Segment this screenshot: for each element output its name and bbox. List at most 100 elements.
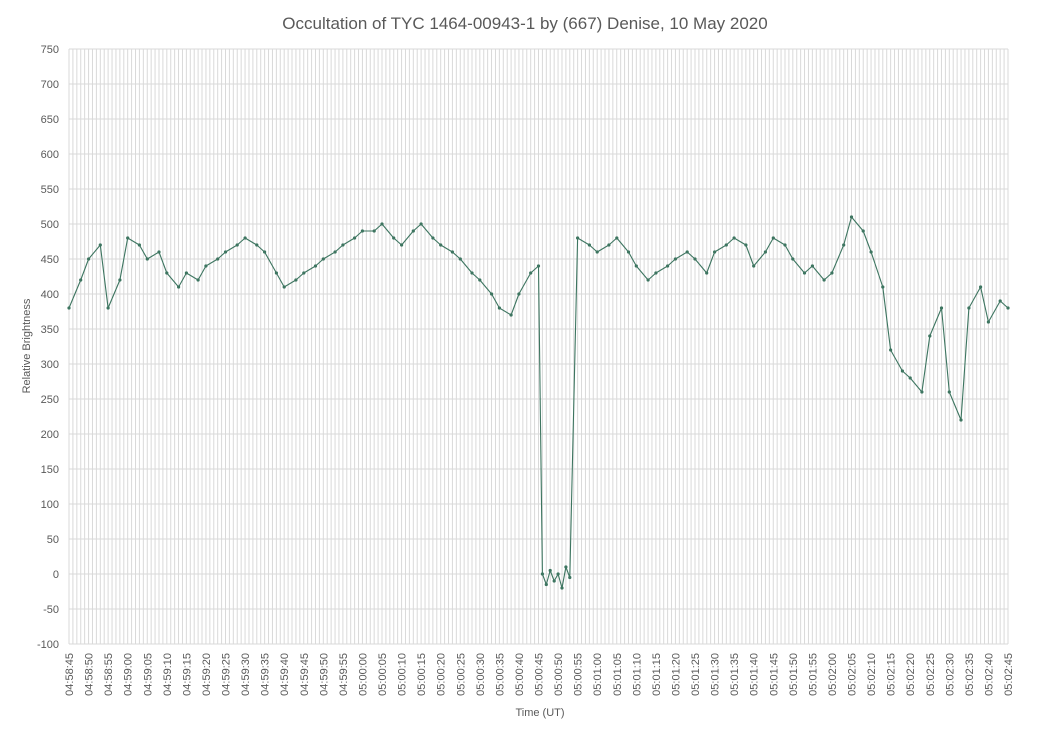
data-point (98, 243, 102, 247)
x-tick-label: 05:02:15 (886, 653, 898, 696)
x-tick-label: 04:59:25 (221, 653, 233, 696)
data-point (556, 572, 560, 576)
data-point (626, 250, 631, 254)
data-point (967, 306, 971, 310)
x-tick-label: 04:59:40 (279, 653, 291, 696)
y-tick-label: 650 (41, 114, 59, 126)
data-point (705, 271, 709, 275)
y-tick-label: 500 (41, 219, 59, 231)
data-point (560, 586, 564, 590)
data-point (673, 257, 678, 261)
data-point (849, 215, 854, 219)
data-point (177, 285, 181, 289)
y-tick-label: 550 (41, 184, 59, 196)
data-point (587, 243, 592, 247)
data-point (497, 306, 501, 310)
x-tick-label: 05:01:25 (690, 653, 702, 696)
data-point (822, 278, 826, 282)
data-point (544, 582, 548, 587)
x-tick-label: 05:00:45 (534, 653, 546, 696)
x-tick-label: 05:01:45 (768, 653, 780, 696)
x-tick-label: 05:00:20 (436, 653, 448, 696)
data-point (333, 250, 337, 254)
x-tick-label: 05:00:40 (514, 653, 526, 696)
y-tick-label: 0 (53, 569, 59, 581)
y-tick-label: 350 (41, 324, 59, 336)
data-point (900, 369, 905, 373)
data-point (490, 292, 494, 296)
data-point (157, 250, 161, 254)
data-point (998, 299, 1002, 303)
data-point (791, 257, 795, 261)
data-point (986, 320, 991, 324)
x-tick-label: 05:01:35 (729, 653, 741, 696)
data-point (536, 264, 541, 268)
data-point (282, 285, 286, 289)
x-tick-label: 04:59:20 (201, 653, 213, 696)
data-point (204, 264, 208, 268)
x-tick-label: 04:58:50 (84, 653, 96, 696)
x-tick-label: 04:59:55 (338, 653, 350, 696)
data-point (830, 271, 834, 275)
x-tick-label: 05:01:10 (631, 653, 643, 696)
data-point (763, 250, 768, 254)
data-point (400, 243, 404, 247)
data-point (509, 313, 513, 317)
x-tick-label: 04:59:10 (162, 653, 174, 696)
x-tick-label: 05:02:30 (944, 653, 956, 696)
x-tick-label: 05:02:10 (866, 653, 878, 696)
data-point (87, 257, 91, 261)
x-tick-label: 05:02:40 (983, 653, 995, 696)
data-point (646, 278, 650, 282)
y-tick-label: 200 (41, 429, 59, 441)
data-point (771, 236, 775, 240)
data-point (439, 243, 443, 247)
data-point (861, 229, 865, 233)
data-point (548, 568, 552, 573)
axes: -100 -50 0 50 100 150 200 250 300 350 400 450 500 550… (37, 44, 1015, 696)
data-point (607, 243, 611, 247)
x-tick-label: 04:58:45 (64, 653, 76, 696)
x-tick-label: 05:02:20 (905, 653, 917, 696)
x-tick-label: 05:02:25 (925, 653, 937, 696)
data-point (713, 250, 717, 254)
y-tick-label: 150 (41, 464, 59, 476)
data-point (392, 236, 396, 240)
y-tick-label: -100 (37, 639, 59, 651)
data-point (564, 565, 568, 569)
x-tick-label: 04:59:05 (142, 653, 154, 696)
x-tick-label: 04:59:15 (181, 653, 193, 696)
x-tick-label: 04:59:00 (123, 653, 135, 696)
data-point (294, 278, 298, 282)
y-tick-label: 750 (41, 44, 59, 56)
x-tick-label: 05:01:50 (788, 653, 800, 696)
x-tick-label: 05:00:25 (455, 653, 467, 696)
data-point (216, 257, 220, 261)
data-point (842, 243, 846, 247)
data-point (881, 285, 885, 289)
x-tick-label: 05:02:00 (827, 653, 839, 696)
data-point (353, 236, 357, 240)
y-tick-label: 450 (41, 254, 59, 266)
data-point (529, 271, 533, 275)
x-tick-label: 04:59:30 (240, 653, 252, 696)
data-point (223, 250, 228, 254)
x-tick-label: 05:02:45 (1003, 653, 1015, 696)
x-tick-label: 05:01:40 (749, 653, 761, 696)
chart-title: Occultation of TYC 1464-00943-1 by (667)… (282, 14, 767, 33)
data-point (255, 243, 259, 247)
data-point (470, 271, 474, 275)
x-tick-label: 05:01:05 (612, 653, 624, 696)
data-point (372, 229, 376, 233)
data-point (920, 390, 924, 394)
x-tick-label: 04:59:45 (299, 653, 311, 696)
data-point (79, 278, 83, 282)
data-point (889, 348, 893, 352)
x-tick-label: 05:01:55 (807, 653, 819, 696)
x-tick-label: 05:02:35 (964, 653, 976, 696)
data-point (126, 236, 130, 240)
data-point (783, 243, 787, 247)
data-point (450, 250, 454, 254)
data-point (411, 229, 415, 233)
